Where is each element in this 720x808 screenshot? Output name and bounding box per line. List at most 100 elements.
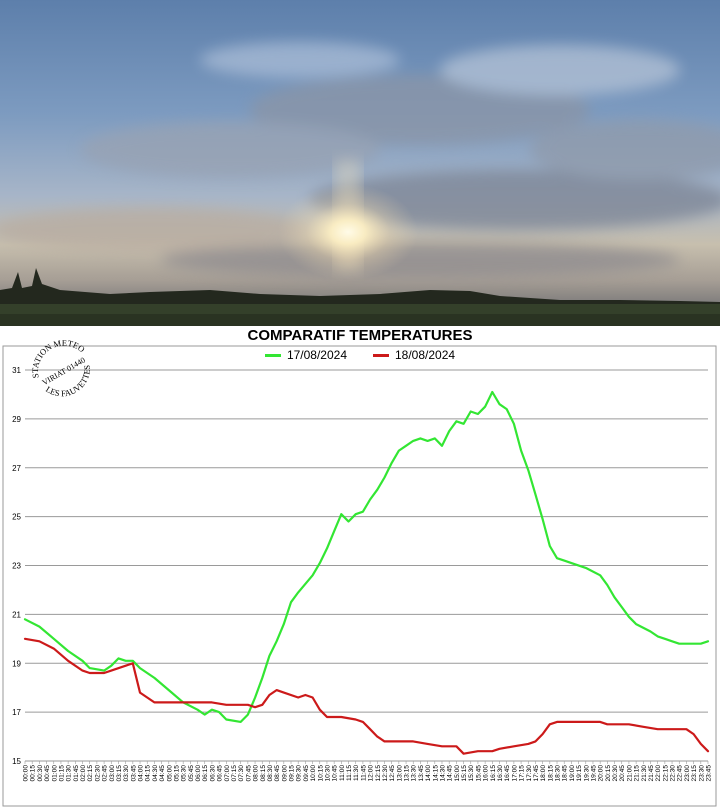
x-tick-label: 14:15 xyxy=(432,765,439,782)
legend-item-series-1: 17/08/2024 xyxy=(264,348,347,362)
x-tick-label: 15:45 xyxy=(475,765,482,782)
x-tick-label: 05:45 xyxy=(188,765,195,782)
x-tick-label: 13:15 xyxy=(404,765,411,782)
x-tick-label: 12:45 xyxy=(389,765,396,782)
x-tick-label: 00:45 xyxy=(44,765,51,782)
x-tick-label: 11:00 xyxy=(339,765,346,781)
x-tick-label: 18:30 xyxy=(555,765,562,782)
x-tick-label: 12:30 xyxy=(382,765,389,782)
x-tick-label: 13:30 xyxy=(411,765,418,782)
x-tick-label: 17:30 xyxy=(526,765,533,782)
x-tick-label: 01:30 xyxy=(66,765,73,782)
x-tick-label: 17:00 xyxy=(511,765,518,782)
x-tick-label: 00:00 xyxy=(23,765,30,782)
x-tick-label: 10:00 xyxy=(310,765,317,782)
x-tick-label: 16:30 xyxy=(497,765,504,782)
x-tick-label: 21:15 xyxy=(634,765,641,782)
plot-frame xyxy=(2,345,717,807)
series-line-1 xyxy=(23,390,710,724)
x-tick-label: 19:45 xyxy=(590,765,597,782)
x-tick-label: 03:45 xyxy=(130,765,137,782)
x-tick-label: 08:00 xyxy=(253,765,260,782)
x-tick-label: 04:30 xyxy=(152,765,159,782)
x-tick-label: 03:00 xyxy=(109,765,116,782)
x-tick-label: 02:45 xyxy=(102,765,109,782)
x-tick-label: 22:15 xyxy=(662,765,669,782)
sky-photo xyxy=(0,0,720,326)
x-tick-label: 01:00 xyxy=(51,765,58,782)
x-tick-label: 20:30 xyxy=(612,765,619,782)
x-tick-label: 23:30 xyxy=(698,765,705,782)
y-tick-label: 21 xyxy=(12,610,21,619)
x-tick-label: 18:00 xyxy=(540,765,547,782)
x-tick-label: 07:15 xyxy=(231,765,238,782)
x-tick-label: 18:45 xyxy=(562,765,569,782)
chart-title: COMPARATIF TEMPERATURES xyxy=(247,327,473,344)
x-tick-label: 09:15 xyxy=(289,765,296,782)
x-tick-label: 19:30 xyxy=(583,765,590,782)
x-tick-label: 16:45 xyxy=(504,765,511,782)
legend-swatch-series-1 xyxy=(264,353,281,357)
x-tick-label: 04:00 xyxy=(138,765,145,782)
x-tick-label: 14:00 xyxy=(425,765,432,782)
x-tick-label: 19:15 xyxy=(576,765,583,782)
x-tick-label: 16:15 xyxy=(490,765,497,782)
y-tick-label: 19 xyxy=(12,659,21,668)
x-tick-label: 02:30 xyxy=(94,765,101,782)
x-tick-label: 17:15 xyxy=(519,765,526,782)
x-tick-label: 03:15 xyxy=(116,765,123,782)
x-tick-label: 23:00 xyxy=(684,765,691,782)
x-tick-label: 07:45 xyxy=(245,765,252,782)
x-tick-label: 08:30 xyxy=(267,765,274,782)
x-tick-label: 21:30 xyxy=(641,765,648,782)
x-tick-label: 15:15 xyxy=(461,765,468,782)
x-tick-label: 00:30 xyxy=(37,765,44,782)
x-tick-label: 01:45 xyxy=(73,765,80,782)
x-tick-label: 23:45 xyxy=(706,765,713,782)
x-tick-label: 13:45 xyxy=(418,765,425,782)
x-tick-label: 06:15 xyxy=(202,765,209,782)
x-tick-label: 12:15 xyxy=(375,765,382,782)
x-tick-label: 09:30 xyxy=(296,765,303,782)
legend: 17/08/2024 18/08/2024 xyxy=(0,348,720,362)
x-tick-label: 20:15 xyxy=(605,765,612,782)
x-tick-label: 08:45 xyxy=(274,765,281,782)
x-tick-label: 05:15 xyxy=(173,765,180,782)
legend-label-series-2: 18/08/2024 xyxy=(395,348,456,362)
x-tick-label: 13:00 xyxy=(396,765,403,782)
x-tick-label: 19:00 xyxy=(569,765,576,782)
x-tick-label: 09:00 xyxy=(281,765,288,782)
x-tick-label: 11:45 xyxy=(360,765,367,781)
y-tick-label: 23 xyxy=(12,562,21,571)
x-tick-label: 20:00 xyxy=(598,765,605,782)
y-tick-label: 25 xyxy=(12,513,21,522)
x-tick-label: 18:15 xyxy=(547,765,554,782)
x-tick-label: 00:15 xyxy=(30,765,37,782)
x-tick-label: 02:15 xyxy=(87,765,94,782)
x-tick-label: 22:00 xyxy=(655,765,662,782)
x-tick-label: 04:15 xyxy=(145,765,152,782)
x-tick-label: 10:30 xyxy=(324,765,331,782)
x-tick-label: 08:15 xyxy=(260,765,267,782)
x-tick-label: 15:30 xyxy=(468,765,475,782)
y-tick-label: 27 xyxy=(12,464,21,473)
x-tick-label: 12:00 xyxy=(368,765,375,782)
x-tick-label: 06:30 xyxy=(209,765,216,782)
x-tick-label: 20:45 xyxy=(619,765,626,782)
x-tick-label: 06:00 xyxy=(195,765,202,782)
x-tick-label: 23:15 xyxy=(691,765,698,782)
x-tick-label: 10:45 xyxy=(332,765,339,782)
legend-label-series-1: 17/08/2024 xyxy=(286,348,347,362)
x-tick-label: 04:45 xyxy=(159,765,166,782)
x-tick-label: 11:30 xyxy=(353,765,360,781)
x-tick-label: 05:30 xyxy=(181,765,188,782)
y-tick-label: 29 xyxy=(12,415,21,424)
legend-swatch-series-2 xyxy=(373,353,389,357)
x-tick-label: 03:30 xyxy=(123,765,130,782)
y-tick-label: 15 xyxy=(12,757,21,766)
x-tick-label: 22:45 xyxy=(677,765,684,782)
x-tick-label: 21:00 xyxy=(626,765,633,782)
legend-item-series-2: 18/08/2024 xyxy=(373,348,455,362)
x-tick-label: 14:45 xyxy=(447,765,454,782)
